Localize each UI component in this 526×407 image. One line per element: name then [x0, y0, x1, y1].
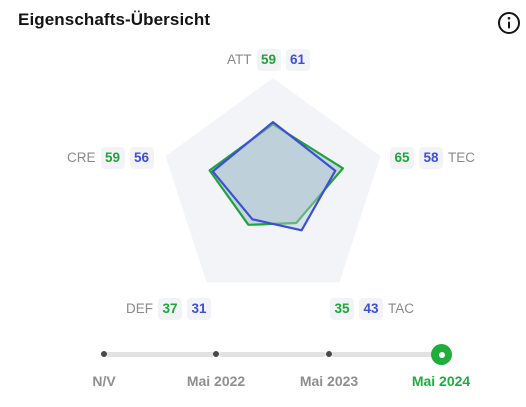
timeline-label-mai-2024[interactable]: Mai 2024 — [411, 373, 471, 389]
timeline-dot-mai-2023[interactable] — [326, 351, 332, 357]
axis-name-tec: TEC — [448, 150, 475, 165]
tac-value-green: 35 — [330, 298, 354, 320]
timeline-label-mai-2022[interactable]: Mai 2022 — [186, 373, 246, 389]
info-button[interactable] — [497, 11, 521, 35]
timeline-active-dot-center — [438, 351, 445, 358]
page-title: Eigenschafts-Übersicht — [18, 10, 211, 29]
radar-series-blue — [211, 120, 337, 232]
axis-name-tac: TAC — [388, 301, 414, 316]
def-value-blue: 31 — [187, 298, 211, 320]
axis-label-cre: CRE 59 56 — [67, 147, 154, 169]
tec-value-green: 65 — [390, 147, 414, 169]
axis-label-att: ATT 59 61 — [227, 49, 310, 71]
timeline-track-segment — [331, 352, 435, 357]
axis-label-tac: 35 43 TAC — [330, 298, 414, 320]
def-value-green: 37 — [158, 298, 182, 320]
timeline-dot-nv[interactable] — [101, 351, 107, 357]
axis-name-cre: CRE — [67, 150, 96, 165]
timeline-label-nv[interactable]: N/V — [92, 373, 116, 389]
axis-label-tec: 65 58 TEC — [390, 147, 475, 169]
att-value-green: 59 — [256, 49, 281, 71]
cre-value-green: 59 — [100, 147, 125, 169]
timeline-dot-mai-2022[interactable] — [213, 351, 219, 357]
axis-name-def: DEF — [126, 301, 153, 316]
info-icon — [498, 12, 520, 34]
axis-label-def: DEF 37 31 — [126, 298, 211, 320]
att-value-blue: 61 — [285, 49, 310, 71]
timeline-dot-mai-2024-active[interactable] — [431, 344, 452, 365]
timeline-track-segment — [106, 352, 214, 357]
tec-value-blue: 58 — [419, 147, 443, 169]
timeline-label-mai-2023[interactable]: Mai 2023 — [299, 373, 359, 389]
axis-name-att: ATT — [227, 52, 252, 67]
cre-value-blue: 56 — [129, 147, 154, 169]
tac-value-blue: 43 — [359, 298, 383, 320]
timeline-track-segment — [219, 352, 326, 357]
